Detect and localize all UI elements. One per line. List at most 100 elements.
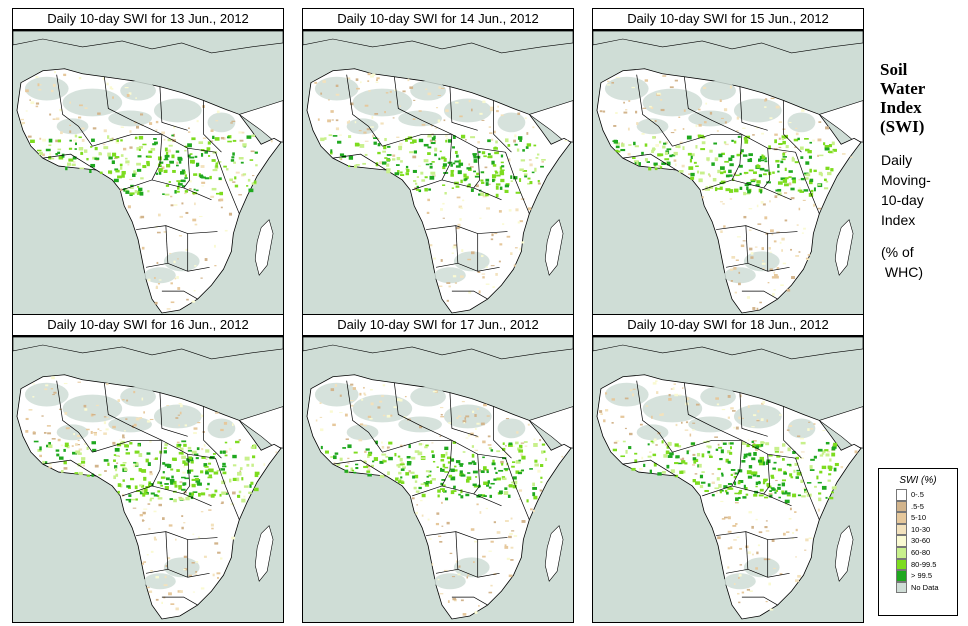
swi-pixel xyxy=(201,181,206,184)
swi-pixel xyxy=(467,258,471,261)
swi-pixel xyxy=(223,165,227,168)
swi-pixel xyxy=(685,421,689,424)
swi-pixel xyxy=(816,475,819,480)
swi-pixel xyxy=(498,260,501,263)
swi-pixel xyxy=(176,441,180,444)
swi-pixel xyxy=(175,607,179,611)
swi-pixel xyxy=(136,490,141,492)
swi-pixel xyxy=(136,168,142,172)
index-unit: (% of WHC) xyxy=(881,242,923,282)
swi-pixel xyxy=(386,158,391,162)
swi-pixel xyxy=(648,167,652,171)
swi-pixel xyxy=(675,456,679,459)
swi-pixel xyxy=(174,277,177,280)
swi-pixel xyxy=(427,146,432,149)
swi-pixel xyxy=(393,406,397,409)
swi-pixel xyxy=(725,188,731,192)
swi-pixel xyxy=(60,131,63,135)
swi-pixel xyxy=(179,590,183,593)
swi-pixel xyxy=(457,415,462,418)
swi-pixel xyxy=(728,442,731,445)
swi-pixel xyxy=(692,479,696,483)
swi-pixel xyxy=(400,171,403,174)
swi-pixel xyxy=(360,81,362,84)
swi-pixel xyxy=(613,125,617,127)
swi-pixel xyxy=(641,132,645,135)
country-border xyxy=(92,439,216,459)
swi-pixel xyxy=(427,198,431,202)
swi-pixel xyxy=(249,484,252,488)
swi-pixel xyxy=(93,433,98,436)
swi-pixel xyxy=(103,421,107,425)
swi-pixel xyxy=(373,137,378,140)
swi-pixel xyxy=(224,493,228,495)
swi-pixel xyxy=(796,472,802,476)
swi-pixel xyxy=(329,410,333,413)
swi-pixel xyxy=(384,137,387,142)
no-data-patch xyxy=(642,88,703,117)
swi-pixel xyxy=(184,177,188,179)
swi-pixel xyxy=(471,445,475,448)
swi-pixel xyxy=(421,179,426,182)
swi-pixel xyxy=(436,512,440,515)
swi-pixel xyxy=(828,473,832,476)
swi-pixel xyxy=(455,165,461,168)
swi-pixel xyxy=(56,453,60,457)
swi-pixel xyxy=(366,128,371,131)
swi-pixel xyxy=(801,232,804,234)
swi-pixel xyxy=(124,86,129,89)
swi-pixel xyxy=(148,590,153,593)
swi-pixel xyxy=(747,189,751,194)
swi-pixel xyxy=(810,458,815,461)
swi-pixel xyxy=(210,494,215,498)
swi-pixel xyxy=(338,134,342,136)
swi-pixel xyxy=(505,183,510,186)
swi-pixel xyxy=(205,488,209,490)
swi-pixel xyxy=(664,158,670,161)
swi-pixel xyxy=(679,470,684,474)
swi-pixel xyxy=(764,106,767,108)
swi-pixel xyxy=(253,180,257,184)
swi-pixel xyxy=(751,457,756,461)
swi-pixel xyxy=(780,284,784,287)
swi-pixel xyxy=(523,173,528,176)
swi-pixel xyxy=(759,155,764,160)
swi-pixel xyxy=(339,412,343,414)
swi-pixel xyxy=(802,199,806,201)
swi-pixel xyxy=(717,536,721,540)
swi-pixel xyxy=(442,163,447,167)
swi-pixel xyxy=(752,440,757,442)
swi-pixel xyxy=(622,440,626,443)
swi-pixel xyxy=(415,511,419,515)
swi-pixel xyxy=(489,132,493,134)
swi-pixel xyxy=(488,126,492,128)
swi-pixel xyxy=(769,490,772,493)
swi-pixel xyxy=(164,486,169,490)
swi-pixel xyxy=(800,441,806,445)
swi-pixel xyxy=(238,439,241,441)
swi-pixel xyxy=(404,395,407,398)
no-data-patch xyxy=(410,80,446,101)
swi-pixel xyxy=(211,493,216,497)
swi-pixel xyxy=(479,217,482,219)
swi-pixel xyxy=(779,241,782,244)
swi-pixel xyxy=(756,180,761,184)
swi-pixel xyxy=(194,155,198,158)
swi-pixel xyxy=(138,468,142,472)
swi-pixel xyxy=(434,140,437,143)
swi-pixel xyxy=(714,487,720,490)
swi-pixel xyxy=(521,455,526,460)
swi-pixel xyxy=(392,158,396,161)
swi-pixel xyxy=(738,480,744,484)
swi-pixel xyxy=(737,481,741,485)
swi-pixel xyxy=(751,426,755,428)
swi-pixel xyxy=(346,121,349,124)
swi-pixel xyxy=(820,173,823,177)
swi-pixel xyxy=(540,165,544,168)
swi-pixel xyxy=(234,184,239,188)
swi-pixel xyxy=(790,187,795,191)
swi-pixel xyxy=(500,460,504,464)
swi-pixel xyxy=(431,442,434,444)
swi-pixel xyxy=(443,119,446,122)
swi-pixel xyxy=(232,477,237,481)
